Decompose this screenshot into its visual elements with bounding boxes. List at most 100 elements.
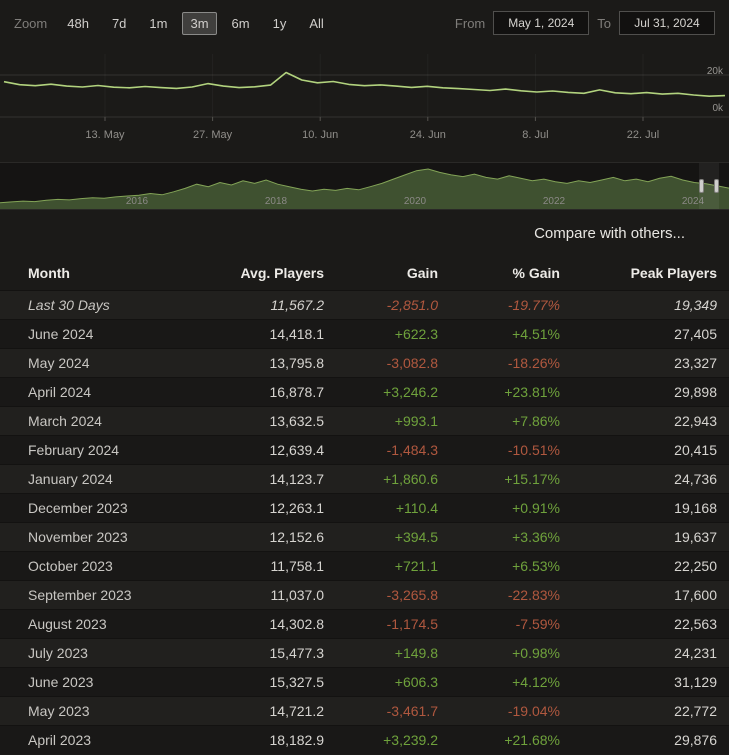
table-row: June 2024 14,418.1 +622.3 +4.51% 27,405: [0, 319, 729, 349]
gain-cell: +622.3: [394, 326, 438, 342]
avg-players-cell: 12,152.6: [269, 529, 325, 545]
zoom-option-1y[interactable]: 1y: [272, 15, 287, 31]
navigator-handle-right[interactable]: [714, 179, 719, 193]
gain-cell: +606.3: [394, 674, 438, 690]
avg-players-cell: 14,721.2: [269, 703, 325, 719]
gain-cell: -3,461.7: [386, 703, 438, 719]
table-row: June 2023 15,327.5 +606.3 +4.12% 31,129: [0, 667, 729, 697]
zoom-option-3m[interactable]: 3m: [182, 11, 217, 35]
table-row: December 2023 12,263.1 +110.4 +0.91% 19,168: [0, 493, 729, 523]
gain-cell: +394.5: [394, 529, 438, 545]
x-axis-tick-label: 13. May: [85, 129, 125, 141]
zoom-option-6m[interactable]: 6m: [231, 15, 250, 31]
table-row: November 2023 12,152.6 +394.5 +3.36% 19,637: [0, 522, 729, 552]
peak-players-cell: 22,772: [674, 703, 717, 719]
compare-with-others-link[interactable]: Compare with others...: [534, 224, 685, 242]
gain-percent-cell: -10.51%: [507, 442, 560, 458]
avg-players-cell: 13,795.8: [269, 355, 325, 371]
zoom-label: Zoom: [14, 15, 48, 31]
month-cell: April 2023: [28, 732, 92, 748]
x-axis-tick-label: 22. Jul: [626, 129, 660, 141]
peak-players-cell: 24,736: [674, 471, 717, 487]
month-cell: November 2023: [28, 529, 128, 545]
column-header-month: Month: [28, 265, 70, 281]
table-body: Last 30 Days 11,567.2 -2,851.0 -19.77% 19,34…: [0, 290, 729, 754]
zoom-option-all[interactable]: All: [309, 15, 324, 31]
zoom-option-1m[interactable]: 1m: [149, 15, 168, 31]
gain-cell: +149.8: [394, 645, 438, 661]
table-row: March 2024 13,632.5 +993.1 +7.86% 22,943: [0, 406, 729, 436]
to-label: To: [597, 15, 611, 31]
peak-players-cell: 31,129: [674, 674, 717, 690]
avg-players-cell: 12,639.4: [269, 442, 325, 458]
zoom-option-48h[interactable]: 48h: [67, 15, 89, 31]
avg-players-cell: 12,263.1: [269, 500, 325, 516]
players-chart-svg[interactable]: [0, 46, 729, 124]
gain-cell: +993.1: [394, 413, 438, 429]
month-cell: March 2024: [28, 413, 102, 429]
peak-players-cell: 19,349: [674, 297, 717, 313]
avg-players-cell: 14,302.8: [269, 616, 325, 632]
table-row: May 2023 14,721.2 -3,461.7 -19.04% 22,772: [0, 696, 729, 726]
column-header-gain: Gain: [406, 265, 438, 281]
month-cell: October 2023: [28, 558, 113, 574]
gain-percent-cell: +6.53%: [512, 558, 560, 574]
table-row: September 2023 11,037.0 -3,265.8 -22.83% 17,…: [0, 580, 729, 610]
gain-percent-cell: +0.98%: [512, 645, 560, 661]
gain-percent-cell: -18.26%: [507, 355, 560, 371]
peak-players-cell: 22,563: [674, 616, 717, 632]
avg-players-cell: 15,477.3: [269, 645, 325, 661]
navigator-chart[interactable]: 2016 2018 2020 2022 2024: [0, 162, 729, 210]
peak-players-cell: 20,415: [674, 442, 717, 458]
avg-players-cell: 13,632.5: [269, 413, 325, 429]
gain-percent-cell: +4.51%: [512, 326, 560, 342]
gain-cell: -2,851.0: [386, 297, 438, 313]
gain-percent-cell: -7.59%: [515, 616, 560, 632]
zoom-option-7d[interactable]: 7d: [111, 15, 127, 31]
table-row: Last 30 Days 11,567.2 -2,851.0 -19.77% 19,34…: [0, 290, 729, 320]
month-cell: February 2024: [28, 442, 120, 458]
navigator-handle-left[interactable]: [699, 179, 704, 193]
table-row: October 2023 11,758.1 +721.1 +6.53% 22,250: [0, 551, 729, 581]
column-header-percent-gain: % Gain: [512, 265, 560, 281]
table-row: July 2023 15,477.3 +149.8 +0.98% 24,231: [0, 638, 729, 668]
gain-cell: -3,265.8: [386, 587, 438, 603]
navigator-year-label: 2022: [542, 196, 566, 207]
gain-percent-cell: +15.17%: [504, 471, 560, 487]
month-cell: July 2023: [28, 645, 88, 661]
table-row: January 2024 14,123.7 +1,860.6 +15.17% 24,73…: [0, 464, 729, 494]
peak-players-cell: 19,168: [674, 500, 717, 516]
gain-cell: -1,174.5: [386, 616, 438, 632]
navigator-year-label: 2024: [681, 196, 705, 207]
gain-percent-cell: +23.81%: [504, 384, 560, 400]
avg-players-cell: 15,327.5: [269, 674, 325, 690]
navigator-year-label: 2016: [125, 196, 149, 207]
month-cell: June 2023: [28, 674, 94, 690]
chart-toolbar: Zoom 48h 7d 1m 3m 6m 1y All From To: [0, 0, 729, 46]
avg-players-cell: 14,418.1: [269, 326, 325, 342]
month-cell: January 2024: [28, 471, 113, 487]
avg-players-cell: 11,758.1: [270, 558, 324, 574]
navigator-chart-svg[interactable]: [0, 163, 729, 209]
navigator-selection[interactable]: [699, 163, 719, 209]
gain-cell: +3,246.2: [383, 384, 438, 400]
month-cell: September 2023: [28, 587, 132, 603]
gain-cell: -1,484.3: [386, 442, 438, 458]
peak-players-cell: 29,876: [674, 732, 717, 748]
from-label: From: [454, 15, 486, 31]
from-date-input[interactable]: [493, 11, 590, 35]
peak-players-cell: 23,327: [674, 355, 717, 371]
to-date-input[interactable]: [619, 11, 715, 35]
gain-cell: +110.4: [395, 500, 438, 516]
table-row: February 2024 12,639.4 -1,484.3 -10.51% 20,4…: [0, 435, 729, 465]
x-axis-tick-label: 8. Jul: [522, 129, 549, 141]
month-cell: June 2024: [28, 326, 94, 342]
month-cell: April 2024: [28, 384, 92, 400]
gain-cell: -3,082.8: [386, 355, 438, 371]
compare-row: Compare with others...: [0, 210, 729, 256]
peak-players-cell: 19,637: [674, 529, 717, 545]
players-chart[interactable]: 20k 0k: [0, 46, 729, 124]
month-cell: Last 30 Days: [28, 297, 110, 313]
navigator-year-label: 2018: [264, 196, 288, 207]
y-axis-label-0k: 0k: [712, 103, 723, 114]
